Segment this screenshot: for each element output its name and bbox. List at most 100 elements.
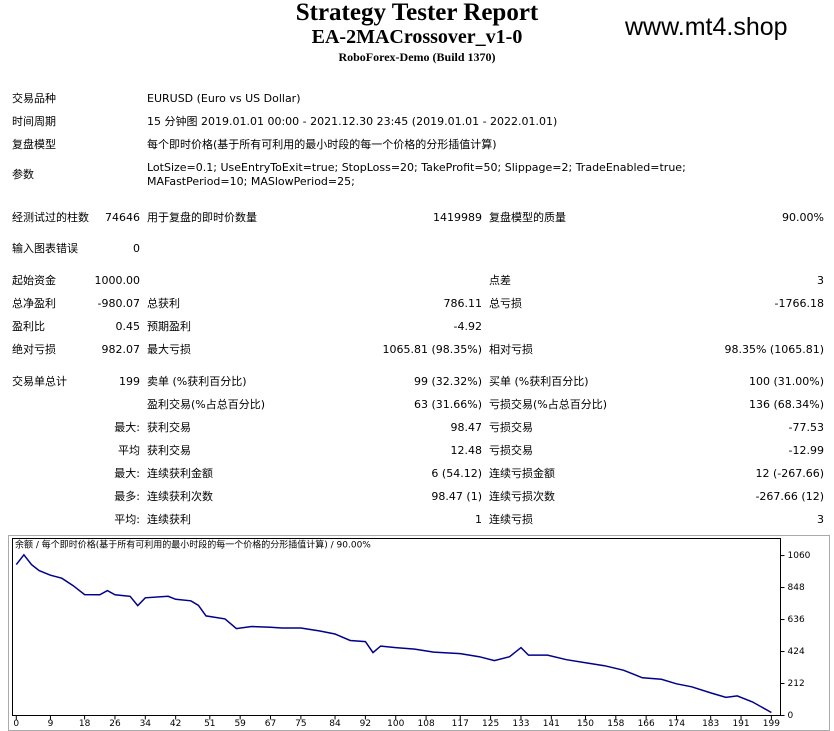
x-tick-label: 100: [387, 719, 404, 729]
y-tick-label: 0: [788, 711, 794, 721]
field-value: -1766.18: [774, 297, 824, 310]
x-tick-label: 59: [234, 719, 246, 729]
y-tick-label: 212: [788, 679, 805, 689]
field-value: 98.47 (1): [431, 490, 482, 503]
field-label: 亏损交易: [489, 444, 533, 457]
field-value: 最多:: [114, 490, 140, 503]
x-tick-label: 141: [543, 719, 560, 729]
field-value: 12 (-267.66): [755, 467, 824, 480]
field-label: 点差: [489, 274, 511, 287]
x-tick-label: 75: [295, 719, 306, 729]
field-label: 交易单总计: [12, 375, 67, 388]
field-value: 199: [119, 375, 140, 388]
field-label: 起始资金: [12, 274, 56, 287]
field-value: 1065.81 (98.35%): [382, 343, 482, 356]
field-label: 最大亏损: [147, 343, 191, 356]
field-label: 参数: [12, 168, 34, 181]
field-value: 6 (54.12): [431, 467, 482, 480]
x-tick-label: 0: [13, 719, 19, 729]
field-value: -77.53: [788, 421, 824, 434]
field-value: 最大:: [114, 421, 140, 434]
info-value: LotSize=0.1; UseEntryToExit=true; StopLo…: [147, 161, 686, 188]
field-label: 连续获利金额: [147, 467, 213, 480]
field-value: 90.00%: [782, 211, 824, 224]
field-label: 总净盈利: [12, 297, 56, 310]
field-label: 复盘模型的质量: [489, 211, 566, 224]
chart-title: 余额 / 每个即时价格(基于所有可利用的最小时段的每一个价格的分形插值计算) /…: [15, 539, 371, 551]
field-label: 盈利比: [12, 320, 45, 333]
x-tick-label: 174: [668, 719, 685, 729]
field-label: 绝对亏损: [12, 343, 56, 356]
field-label: 获利交易: [147, 444, 191, 457]
field-label: 经测试过的柱数: [12, 211, 89, 224]
field-label: 预期盈利: [147, 320, 191, 333]
field-value: 3: [817, 274, 824, 287]
field-label: 交易品种: [12, 92, 56, 105]
field-value: 1000.00: [94, 274, 141, 287]
x-tick-label: 108: [418, 719, 435, 729]
field-value: 136 (68.34%): [748, 398, 824, 411]
field-value: 平均:: [114, 513, 140, 526]
field-value: 63 (31.66%): [413, 398, 482, 411]
field-label: 总亏损: [489, 297, 522, 310]
x-tick-label: 51: [204, 719, 215, 729]
watermark: www.mt4.shop: [625, 13, 788, 41]
field-label: 亏损交易: [489, 421, 533, 434]
field-label: 卖单 (%获利百分比): [147, 375, 247, 388]
x-tick-label: 199: [763, 719, 780, 729]
field-value: 1: [475, 513, 482, 526]
field-label: 连续亏损次数: [489, 490, 555, 503]
field-value: 12.48: [450, 444, 483, 457]
x-tick-label: 133: [512, 719, 529, 729]
field-value: -267.66 (12): [755, 490, 824, 503]
x-tick-label: 18: [79, 719, 91, 729]
y-tick-label: 848: [788, 583, 805, 593]
y-tick-label: 424: [788, 647, 805, 657]
field-value: 3: [817, 513, 824, 526]
y-tick-label: 1060: [788, 551, 811, 561]
field-label: 连续亏损金额: [489, 467, 555, 480]
field-label: 总获利: [147, 297, 180, 310]
server: RoboForex-Demo (Build 1370): [338, 50, 496, 64]
field-value: -980.07: [97, 297, 140, 310]
info-value: 15 分钟图 2019.01.01 00:00 - 2021.12.30 23:…: [147, 115, 558, 128]
x-tick-label: 42: [170, 719, 181, 729]
field-value: 1419989: [433, 211, 482, 224]
field-value: 786.11: [443, 297, 483, 310]
x-tick-label: 191: [732, 719, 749, 729]
field-value: 100 (31.00%): [748, 375, 824, 388]
x-tick-label: 9: [48, 719, 54, 729]
x-tick-label: 84: [329, 719, 341, 729]
field-value: 平均: [118, 444, 140, 457]
field-label: 亏损交易(%占总百分比): [489, 398, 608, 411]
field-label: 用于复盘的即时价数量: [147, 211, 257, 224]
field-value: 0: [133, 242, 140, 255]
plot-area: [12, 538, 781, 716]
balance-line: [15, 553, 772, 714]
field-label: 连续获利次数: [147, 490, 213, 503]
info-value: EURUSD (Euro vs US Dollar): [147, 92, 301, 105]
field-value: 982.07: [101, 343, 141, 356]
field-value: -12.99: [788, 444, 824, 457]
field-label: 复盘模型: [12, 138, 56, 151]
field-value: 98.47: [450, 421, 483, 434]
field-label: 连续亏损: [489, 513, 533, 526]
x-tick-label: 166: [638, 719, 655, 729]
field-label: 盈利交易(%占总百分比): [147, 398, 266, 411]
field-label: 获利交易: [147, 421, 191, 434]
info-value: 每个即时价格(基于所有可利用的最小时段的每一个价格的分形插值计算): [147, 138, 497, 151]
field-label: 时间周期: [12, 115, 56, 128]
x-tick-label: 92: [360, 719, 371, 729]
field-value: 98.35% (1065.81): [724, 343, 824, 356]
field-value: 99 (32.32%): [413, 375, 482, 388]
x-tick-label: 26: [109, 719, 121, 729]
y-tick-label: 636: [788, 615, 805, 625]
field-label: 输入图表错误: [12, 242, 78, 255]
x-tick-label: 34: [140, 719, 152, 729]
balance-chart: 余额 / 每个即时价格(基于所有可利用的最小时段的每一个价格的分形插值计算) /…: [8, 535, 830, 731]
x-tick-label: 67: [265, 719, 276, 729]
field-value: 最大:: [114, 467, 140, 480]
field-label: 相对亏损: [489, 343, 533, 356]
field-label: 买单 (%获利百分比): [489, 375, 589, 388]
